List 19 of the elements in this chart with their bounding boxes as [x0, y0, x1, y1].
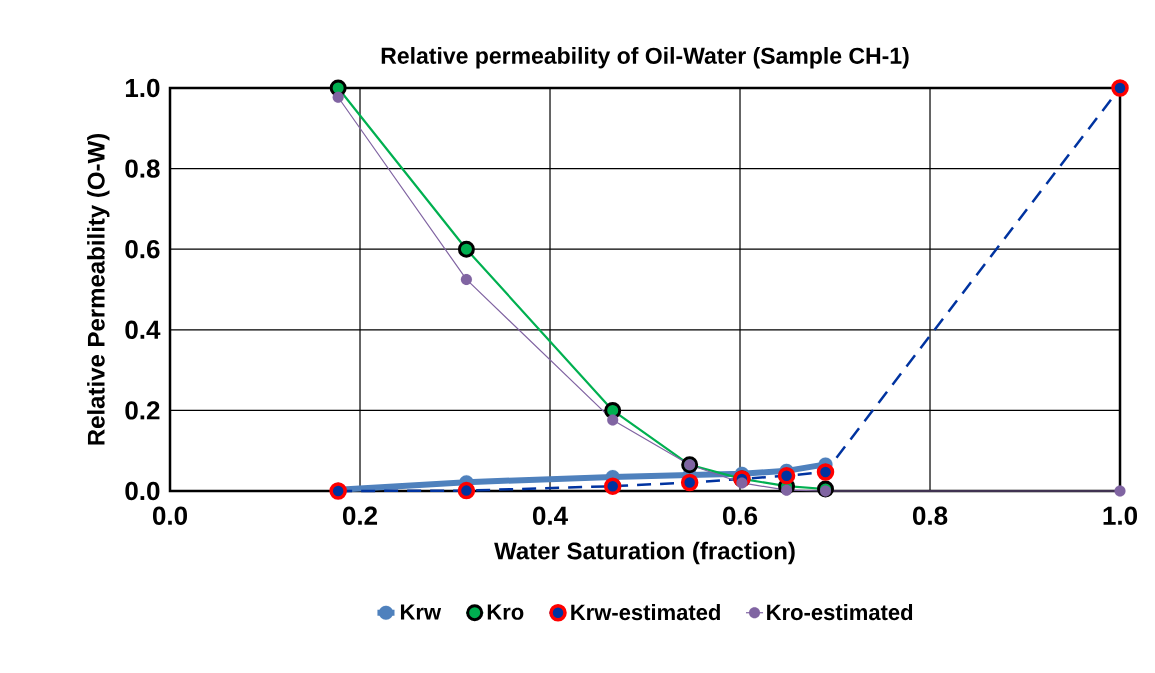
- y-tick-label: 0.4: [125, 320, 161, 339]
- legend-label: Krw-estimated: [571, 604, 720, 621]
- legend-label: Krw: [400, 604, 442, 620]
- y-tick-label: 0.8: [125, 159, 160, 178]
- x-axis-title: Water Saturation (fraction): [494, 541, 795, 565]
- x-tick-label: 1.0: [1103, 506, 1138, 525]
- x-tick-label: 0.4: [532, 506, 568, 525]
- y-tick-label: 0.0: [125, 481, 160, 501]
- x-tick-label: 0.2: [342, 506, 378, 525]
- legend-label: Kro-estimated: [767, 604, 913, 621]
- legend-label: Kro: [487, 604, 524, 620]
- y-axis-title: Relative Permeability (O-W): [87, 134, 110, 445]
- y-tick-label: 0.6: [125, 239, 160, 259]
- x-tick-label: 0.8: [912, 506, 948, 525]
- y-tick-label: 0.2: [125, 401, 160, 420]
- y-tick-label: 1.0: [125, 78, 160, 98]
- x-tick-label: 0.0: [152, 506, 188, 525]
- x-tick-label: 0.6: [722, 506, 758, 525]
- chart-title: Relative permeability of Oil-Water (Sample CH-1): [381, 47, 909, 69]
